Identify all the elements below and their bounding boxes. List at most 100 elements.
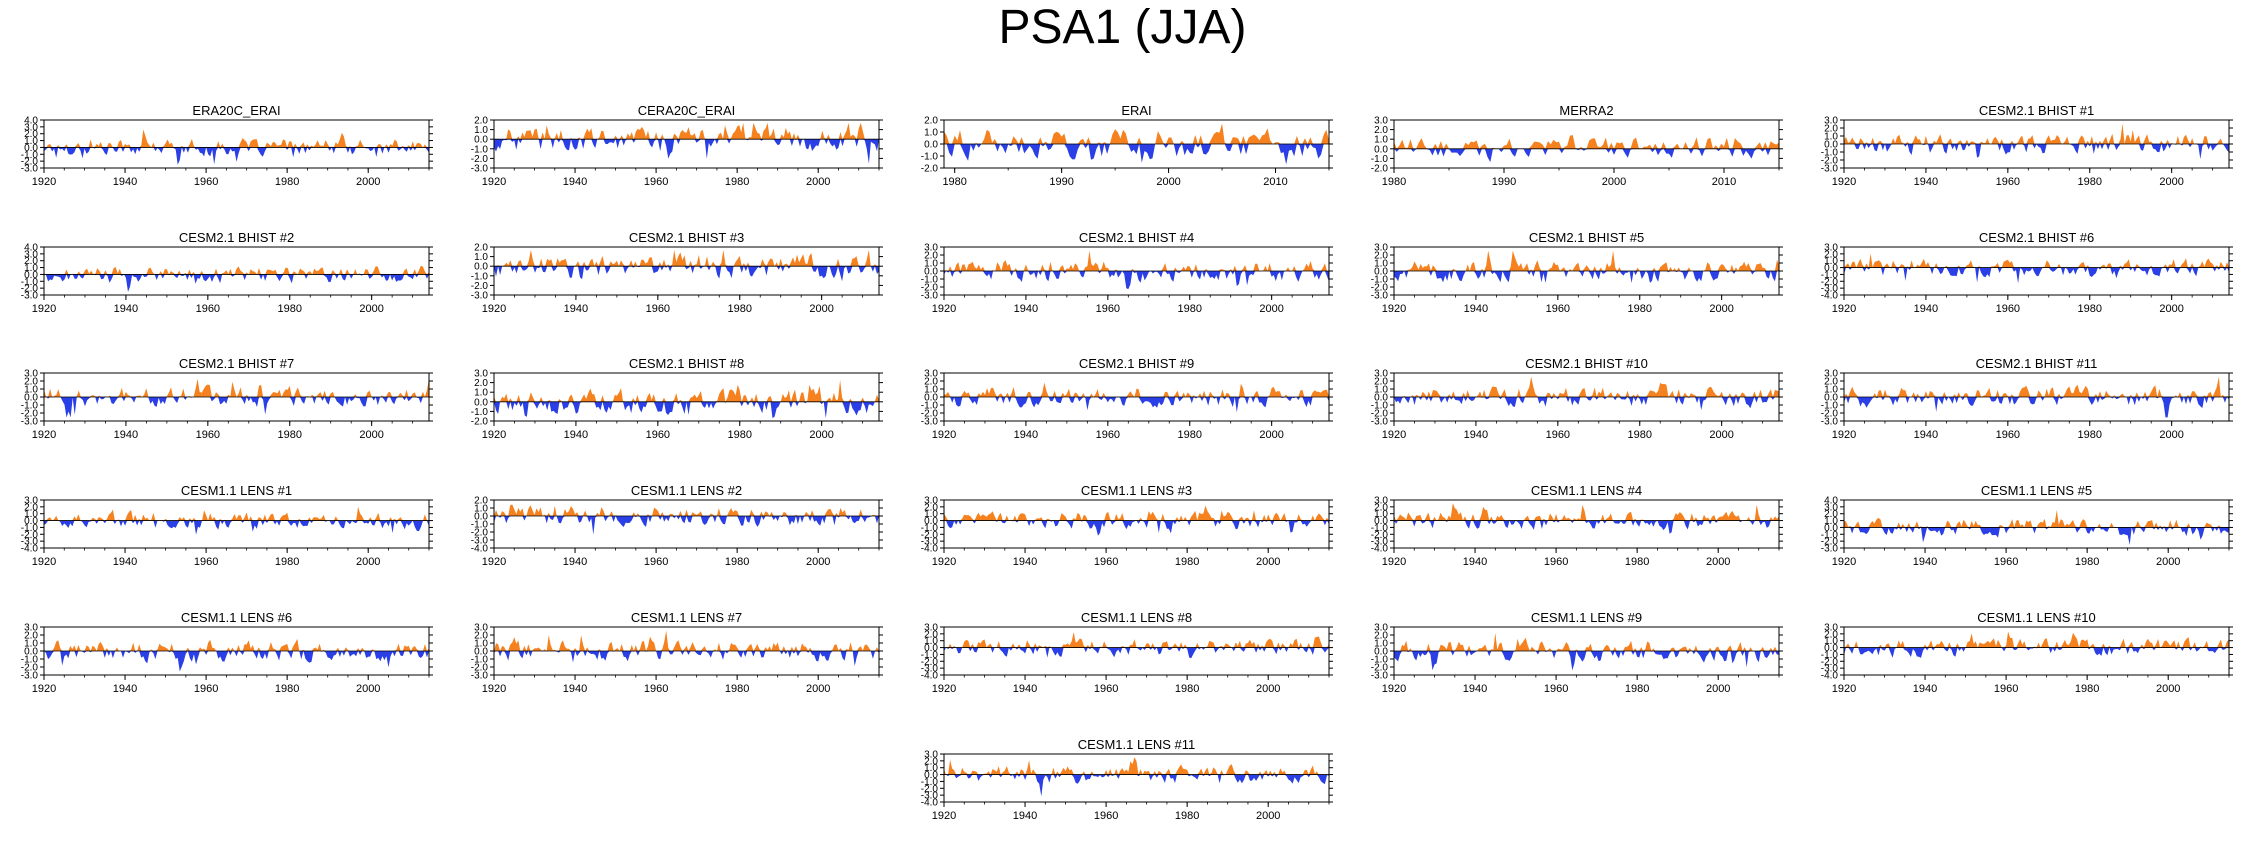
y-tick-label: -4.0 <box>1371 544 1389 555</box>
y-tick-label: -3.0 <box>21 537 39 548</box>
y-tick-label: 1.0 <box>1374 135 1388 146</box>
x-tick-label: 2000 <box>1156 176 1180 188</box>
panel-title: CESM2.1 BHIST #8 <box>629 356 744 371</box>
y-tick-label: -3.0 <box>471 291 489 302</box>
y-tick-label: -1.0 <box>471 144 489 155</box>
y-tick-label: -1.0 <box>1821 148 1839 159</box>
y-tick-label: -2.0 <box>471 154 489 165</box>
plot-frame <box>493 246 880 296</box>
y-tick-label: 1.0 <box>24 509 38 520</box>
y-tick-label: 2.0 <box>1824 249 1838 260</box>
x-tick-label: 1960 <box>196 429 220 441</box>
x-tick-label: 2000 <box>356 176 380 188</box>
y-tick-label: -3.0 <box>471 671 489 682</box>
y-tick-label: 3.0 <box>1374 243 1388 254</box>
x-tick-label: 1940 <box>563 683 587 695</box>
y-tick-label: -2.0 <box>471 417 489 428</box>
y-tick-label: 1.0 <box>1374 259 1388 270</box>
panel-title: CESM1.1 LENS #5 <box>1981 483 2092 498</box>
positive-area <box>1844 123 2229 144</box>
chart-panel: CESM1.1 LENS #11 3.02.01.00.0-1.0-2.0-3.0… <box>921 737 1333 822</box>
y-tick-label: 2.0 <box>474 116 488 127</box>
y-tick-label: 3.0 <box>474 369 488 380</box>
positive-area <box>1844 253 2229 268</box>
panel-title: CERA20C_ERAI <box>638 103 736 118</box>
y-tick-label: 0.0 <box>924 643 938 654</box>
x-tick-label: 1980 <box>1625 556 1649 568</box>
positive-area <box>494 379 879 402</box>
plot-frame <box>493 119 880 169</box>
y-tick-label: -2.0 <box>471 281 489 292</box>
y-tick-label: 1.0 <box>474 252 488 263</box>
x-tick-label: 1920 <box>32 556 56 568</box>
y-tick-label: -3.0 <box>21 164 39 175</box>
y-tick-label: 3.0 <box>924 750 938 761</box>
y-tick-label: 1.0 <box>1374 509 1388 520</box>
x-tick-label: 1980 <box>1382 176 1406 188</box>
plot-frame <box>1393 499 1780 549</box>
negative-area <box>1844 144 2229 160</box>
x-tick-label: 1920 <box>1832 303 1856 315</box>
negative-area <box>494 139 879 164</box>
y-tick-label: 1.0 <box>1374 639 1388 650</box>
x-tick-label: 1960 <box>644 683 668 695</box>
chart-panel: CESM2.1 BHIST #9 3.02.01.00.0-1.0-2.0-3.0… <box>921 356 1333 441</box>
x-tick-label: 1940 <box>114 429 138 441</box>
x-tick-label: 1920 <box>1832 556 1856 568</box>
x-tick-label: 1980 <box>2075 556 2099 568</box>
y-tick-label: 0.0 <box>924 140 938 151</box>
x-tick-label: 1960 <box>1996 429 2020 441</box>
chart-panel: CESM2.1 BHIST #1 3.02.01.00.0-1.0-2.0-3.0… <box>1821 103 2233 188</box>
y-tick-label: -3.0 <box>1371 417 1389 428</box>
plot-frame <box>943 753 1330 803</box>
plot-frame <box>943 499 1330 549</box>
negative-area <box>494 516 879 535</box>
y-tick-label: 2.0 <box>1374 502 1388 513</box>
chart-panel: CESM2.1 BHIST #5 3.02.01.00.0-1.0-2.0-3.0… <box>1371 230 1783 315</box>
x-tick-label: 2000 <box>2159 429 2183 441</box>
x-tick-label: 1920 <box>32 176 56 188</box>
plot-frame <box>1843 499 2230 549</box>
y-tick-label: 1.0 <box>24 385 38 396</box>
x-tick-label: 1990 <box>1492 176 1516 188</box>
y-tick-label: 3.0 <box>1374 623 1388 634</box>
y-tick-label: 3.0 <box>1824 116 1838 127</box>
x-tick-label: 1980 <box>1175 556 1199 568</box>
plot-frame <box>1843 626 2230 676</box>
y-tick-label: 1.0 <box>24 639 38 650</box>
negative-area <box>1844 527 2229 545</box>
x-tick-label: 1980 <box>275 176 299 188</box>
y-tick-label: 1.0 <box>1374 385 1388 396</box>
x-tick-label: 1940 <box>114 303 138 315</box>
x-tick-label: 1960 <box>1096 429 1120 441</box>
positive-area <box>44 506 429 521</box>
x-tick-label: 1960 <box>1994 556 2018 568</box>
y-tick-label: 2.0 <box>1374 631 1388 642</box>
chart-panel: CESM2.1 BHIST #8 3.02.01.00.0-1.0-2.01920… <box>471 356 883 441</box>
y-tick-label: -2.0 <box>1371 530 1389 541</box>
x-tick-label: 2000 <box>359 429 383 441</box>
negative-area <box>1844 267 2229 284</box>
y-tick-label: 0.0 <box>24 647 38 658</box>
positive-area <box>1394 250 1779 271</box>
x-tick-label: 2010 <box>1263 176 1287 188</box>
x-tick-label: 1920 <box>1832 429 1856 441</box>
y-tick-label: 3.0 <box>924 243 938 254</box>
x-tick-label: 1920 <box>1382 683 1406 695</box>
panel-title: CESM2.1 BHIST #9 <box>1079 356 1194 371</box>
y-tick-label: 3.0 <box>474 623 488 634</box>
x-tick-label: 2000 <box>809 303 833 315</box>
x-tick-label: 1920 <box>932 683 956 695</box>
positive-area <box>944 250 1329 271</box>
x-tick-label: 2000 <box>1259 303 1283 315</box>
y-tick-label: 2.0 <box>924 251 938 262</box>
x-tick-label: 1960 <box>646 303 670 315</box>
y-tick-label: -1.0 <box>921 777 939 788</box>
y-tick-label: 1.0 <box>1824 256 1838 267</box>
y-tick-label: 4.0 <box>1824 496 1838 507</box>
panel-title: CESM2.1 BHIST #3 <box>629 230 744 245</box>
y-tick-label: 3.0 <box>924 623 938 634</box>
negative-area <box>1394 397 1779 411</box>
y-tick-label: -3.0 <box>1821 664 1839 675</box>
y-tick-label: -1.0 <box>1821 401 1839 412</box>
